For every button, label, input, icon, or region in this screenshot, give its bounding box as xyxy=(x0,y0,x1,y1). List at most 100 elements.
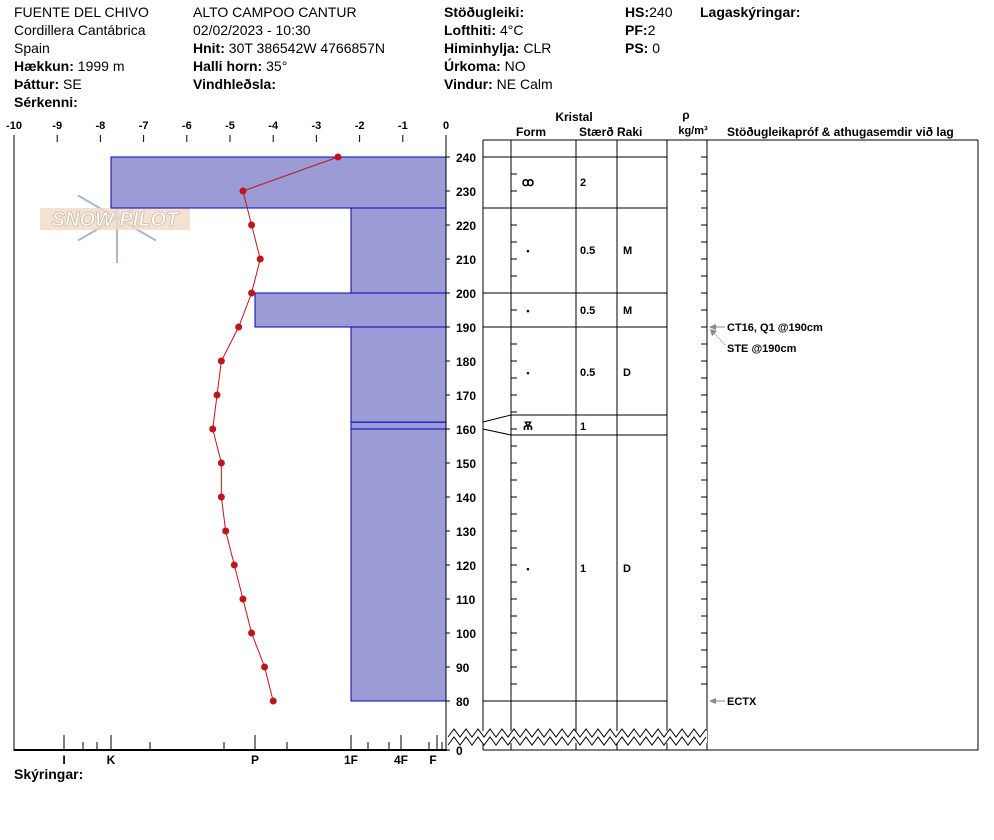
hardness-tick-label: P xyxy=(251,753,259,767)
header-field: 02/02/2023 - 10:30 xyxy=(193,22,311,38)
hardness-tick-label: 4F xyxy=(394,753,408,767)
header-field: HS:240 xyxy=(625,4,672,20)
arrow-head-icon xyxy=(710,329,717,336)
header-field: Sérkenni: xyxy=(14,94,78,110)
stability-test-note: ECTX xyxy=(727,696,757,708)
depth-tick-label: 200 xyxy=(456,287,476,301)
temp-tick-label: -10 xyxy=(6,120,22,132)
field-value: 240 xyxy=(649,4,673,20)
depth-tick-label: 170 xyxy=(456,389,476,403)
field-value: SE xyxy=(59,76,82,92)
field-label: Vindur: xyxy=(444,76,493,92)
form-header: Form xyxy=(516,125,546,139)
grain-size: 2 xyxy=(580,177,586,189)
field-label: Vindhleðsla: xyxy=(193,76,276,92)
temperature-point xyxy=(334,153,342,161)
grain-form-symbol: • xyxy=(526,306,529,316)
moisture-header: Raki xyxy=(617,125,642,139)
depth-tick-label: 0 xyxy=(456,744,463,758)
field-label: Þáttur: xyxy=(14,76,60,92)
header-field: PF:2 xyxy=(625,22,655,38)
depth-tick-label: 110 xyxy=(456,593,476,607)
field-value: NE Calm xyxy=(492,76,553,92)
depth-tick-label: 80 xyxy=(456,695,470,709)
field-value: CLR xyxy=(519,40,552,56)
depth-tick-label: 90 xyxy=(456,661,470,675)
hardness-layer-bar xyxy=(350,421,447,430)
crystal-header: Kristal xyxy=(555,110,592,124)
field-label: PF: xyxy=(625,22,648,38)
temp-tick-label: -5 xyxy=(225,120,235,132)
header-field: Himinhylja: CLR xyxy=(444,40,551,56)
header-field: Spain xyxy=(14,40,50,56)
header-field: Stöðugleiki: xyxy=(444,4,524,20)
depth-tick-label: 190 xyxy=(456,321,476,335)
field-label: Himinhylja: xyxy=(444,40,520,56)
grain-form-symbol: • xyxy=(526,564,529,574)
temp-tick-label: -3 xyxy=(312,120,322,132)
field-value: 1999 m xyxy=(73,58,125,74)
temperature-point xyxy=(248,221,256,229)
moisture: M xyxy=(623,245,632,257)
depth-tick-label: 130 xyxy=(456,525,476,539)
arrow-head-icon xyxy=(709,324,716,330)
temperature-point xyxy=(217,493,225,501)
field-value: Cordillera Cantábrica xyxy=(14,22,146,38)
depth-tick-label: 230 xyxy=(456,185,476,199)
depth-tick-label: 240 xyxy=(456,151,476,165)
temperature-point xyxy=(248,289,256,297)
moisture: D xyxy=(623,563,631,575)
header-field: Halli horn: 35° xyxy=(193,58,287,74)
temperature-point xyxy=(222,527,230,535)
depth-tick-label: 160 xyxy=(456,423,476,437)
field-label: Stöðugleiki: xyxy=(444,4,525,20)
grain-size: 1 xyxy=(580,421,586,433)
legend-label: Lagaskýringar: xyxy=(700,4,801,20)
axis-break-zigzag xyxy=(447,736,707,746)
temperature-point xyxy=(230,561,238,569)
grain-size: 0.5 xyxy=(580,367,595,379)
moisture: M xyxy=(623,305,632,317)
hardness-layer-bar xyxy=(350,207,447,294)
temperature-point xyxy=(209,425,217,433)
grain-form-symbol: • xyxy=(526,246,529,256)
temperature-point xyxy=(235,323,243,331)
depth-tick-label: 180 xyxy=(456,355,476,369)
temperature-point xyxy=(217,459,225,467)
hardness-tick-label: F xyxy=(429,753,436,767)
grain-form-symbol: • xyxy=(526,368,529,378)
logo-band xyxy=(40,208,190,230)
stability-test-note: CT16, Q1 @190cm xyxy=(727,322,823,334)
snowpilot-logo: SNOW PILOT xyxy=(40,173,190,263)
field-value: 0 xyxy=(648,40,661,56)
field-value: Spain xyxy=(14,40,50,56)
temp-tick-label: -1 xyxy=(398,120,408,132)
field-value: FUENTE DEL CHIVO xyxy=(14,4,149,20)
rho-header: ρ xyxy=(682,108,689,122)
header-field: Vindhleðsla: xyxy=(193,76,276,92)
depth-tick-label: 120 xyxy=(456,559,476,573)
field-value: 30T 386542W 4766857N xyxy=(224,40,385,56)
temperature-point xyxy=(248,629,256,637)
temperature-point xyxy=(269,697,277,705)
header-field: PS: 0 xyxy=(625,40,660,56)
temp-tick-label: 0 xyxy=(443,120,449,132)
temperature-point xyxy=(256,255,264,263)
field-label: Úrkoma: xyxy=(444,58,501,74)
layer-connector xyxy=(482,414,512,423)
depth-tick-label: 220 xyxy=(456,219,476,233)
temp-tick-label: -7 xyxy=(139,120,149,132)
field-value: 02/02/2023 - 10:30 xyxy=(193,22,311,38)
field-value: 4°C xyxy=(496,22,524,38)
header-field: Lofthiti: 4°C xyxy=(444,22,523,38)
temp-tick-label: -2 xyxy=(355,120,365,132)
temperature-point xyxy=(213,391,221,399)
grain-size: 1 xyxy=(580,563,586,575)
hardness-tick-label: K xyxy=(107,753,116,767)
temp-tick-label: -9 xyxy=(52,120,62,132)
depth-tick-label: 210 xyxy=(456,253,476,267)
grain-size: 0.5 xyxy=(580,305,595,317)
field-label: Hnit: xyxy=(193,40,225,56)
axis-break-zigzag xyxy=(447,728,707,738)
